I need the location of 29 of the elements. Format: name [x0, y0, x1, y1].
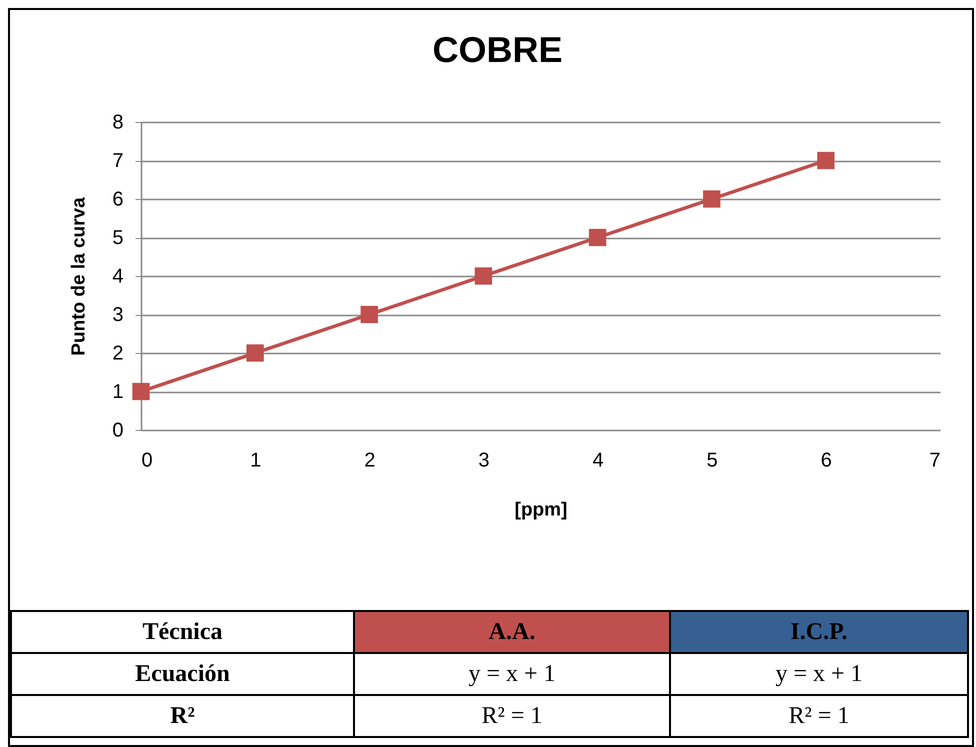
text: I.C.P.	[790, 619, 848, 645]
text: Ecuación	[11, 653, 354, 695]
x-tick-label: 3	[478, 450, 490, 472]
y-tick-label: 4	[112, 266, 124, 288]
x-tick-label: 6	[820, 450, 832, 472]
chart-title: COBRE	[432, 29, 563, 70]
y-tick-label: 2	[112, 342, 124, 364]
x-tick-label: 5	[706, 450, 718, 472]
y-tick-label: 8	[112, 112, 124, 134]
x-tick-label: 4	[592, 450, 604, 472]
text: y = x + 1	[670, 653, 968, 695]
text: A.A.	[488, 619, 536, 645]
y-tick-label: 0	[112, 420, 124, 442]
text: y = x + 1	[354, 653, 670, 695]
text: R² = 1	[354, 695, 670, 737]
y-tick-label: 6	[112, 188, 124, 210]
x-tick-label: 2	[364, 450, 376, 472]
y-tick-label: 7	[112, 150, 124, 172]
text: Técnica	[11, 611, 354, 653]
text: R²	[11, 695, 354, 737]
y-tick-label: 5	[112, 227, 124, 249]
x-axis-title: [ppm]	[514, 500, 568, 520]
x-tick-label: 0	[142, 450, 153, 472]
x-tick-label: 1	[250, 450, 262, 472]
y-tick-label: 1	[112, 381, 124, 403]
y-tick-label: 3	[112, 304, 124, 326]
x-tick-label: 7	[929, 450, 940, 472]
y-axis-title: Punto de la curva	[68, 196, 90, 356]
text: R² = 1	[670, 695, 968, 737]
